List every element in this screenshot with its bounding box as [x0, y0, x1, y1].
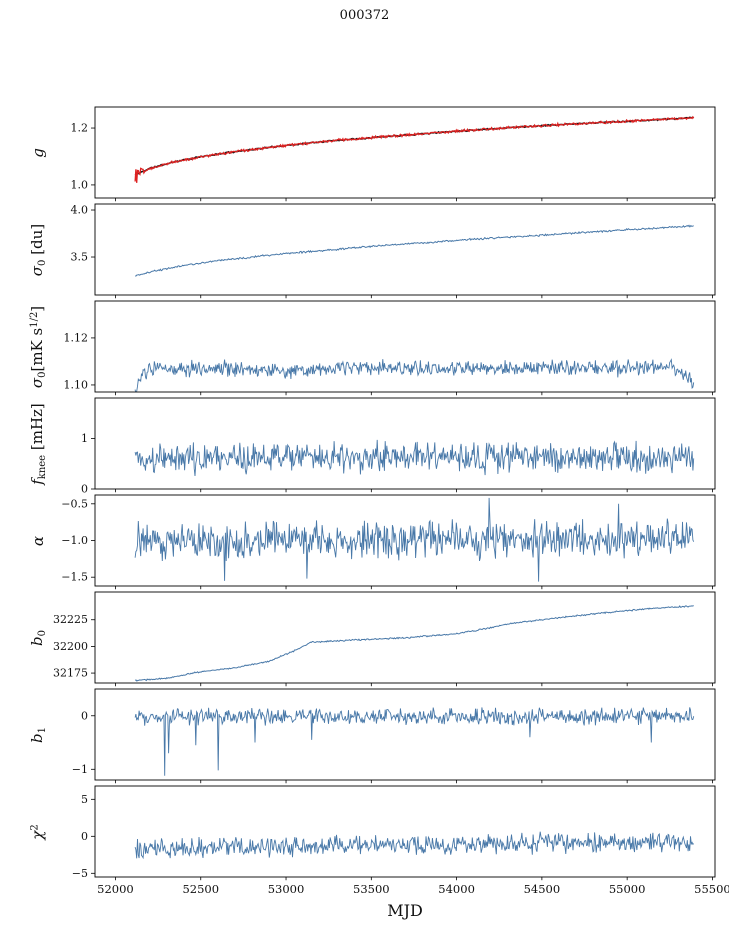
y-tick-label: 5	[81, 793, 88, 806]
x-tick-label: 54500	[524, 882, 561, 896]
x-tick-label: 52500	[182, 882, 219, 896]
alpha-series-line-0	[134, 497, 695, 582]
y-tick-label: −1.0	[61, 534, 88, 547]
panel-alpha: −1.5 −1.0 −0.5	[61, 494, 716, 590]
y-tick-label: 0	[81, 830, 88, 843]
g-series-line-1	[134, 115, 695, 183]
chi2-series-line-0	[134, 831, 695, 860]
y-tick-label: 0	[81, 709, 88, 722]
y-tick-label: 32200	[53, 640, 88, 653]
figure-title: 000372	[339, 8, 390, 23]
fknee-series-line-0	[134, 439, 695, 476]
y-tick-label: 1.0	[71, 178, 89, 191]
panel-g: 1.0 1.2	[71, 106, 716, 202]
y-tick-label: 1	[81, 432, 88, 445]
sigma0-mk-series-line-0	[134, 358, 695, 392]
b1-series-line-0	[134, 707, 695, 776]
panel-frame	[94, 203, 716, 296]
y-tick-label: −1	[72, 763, 88, 776]
y-tick-label: −0.5	[61, 497, 88, 510]
g-series-line-0	[134, 116, 694, 176]
y-tick-label: 3.5	[71, 251, 89, 264]
panel-sigma0-du: 3.5 4.0	[71, 204, 716, 299]
panel-frame	[94, 106, 716, 199]
y-tick-label: −1.5	[61, 571, 88, 584]
panel-frame	[94, 300, 716, 393]
y-tick-label: 4.0	[71, 204, 89, 217]
y-tick-label: 32175	[53, 667, 88, 680]
panel-frame	[94, 688, 716, 781]
x-tick-label: 52000	[97, 882, 134, 896]
panel-chi2: −5 0 5	[72, 785, 716, 881]
y-tick-label: 32225	[53, 613, 88, 626]
x-axis-title: MJD	[387, 901, 423, 920]
panel-frame	[94, 591, 716, 684]
x-tick-label: 53500	[353, 882, 390, 896]
panel-sigma0-mk: 1.10 1.12	[64, 300, 716, 396]
y-tick-label: −5	[72, 867, 88, 880]
y-tick-label: 1.2	[71, 122, 89, 135]
x-tick-label: 55500	[694, 882, 729, 896]
x-tick-label: 55000	[609, 882, 646, 896]
y-tick-label: 1.10	[64, 378, 89, 391]
panel-b1: −1 0	[72, 688, 716, 784]
panel-frame	[94, 785, 716, 878]
x-tick-label: 53000	[268, 882, 305, 896]
panel-frame	[94, 397, 716, 490]
x-tick-label: 54000	[438, 882, 475, 896]
sigma0-du-series-line-0	[135, 224, 694, 277]
panel-frame	[94, 494, 716, 587]
y-tick-label: 1.12	[64, 331, 89, 344]
b0-series-line-0	[134, 605, 694, 682]
y-tick-label: 0	[81, 483, 88, 496]
panel-b0: 32175 32200 32225	[53, 591, 716, 687]
x-axis-tick-labels: 52000 52500 53000 53500 54000 54500 55000 55500	[97, 882, 729, 896]
panel-fknee: 01	[81, 397, 716, 496]
